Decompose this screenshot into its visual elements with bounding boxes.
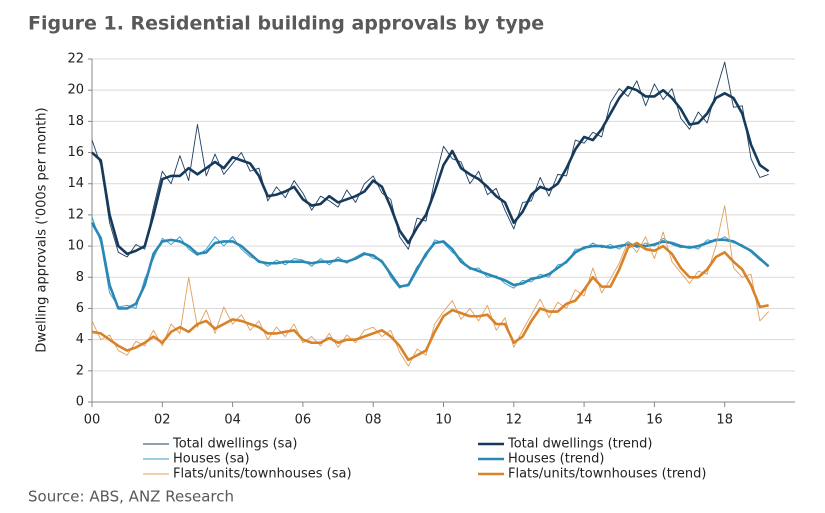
series-line [90,222,770,310]
y-tick-label: 22 [67,52,84,67]
series-line [91,216,769,309]
series-line [91,241,769,362]
y-tick-label: 2 [76,363,84,378]
x-tick-label: 08 [365,413,382,428]
series-line [91,61,769,258]
legend-label: Flats/units/townhouses (trend) [508,467,706,482]
y-tick-label: 18 [67,114,84,129]
legend-label: Total dwellings (trend) [507,437,652,452]
x-tick-label: 18 [716,413,733,428]
series-line [91,85,770,256]
x-tick-label: 02 [154,413,171,428]
legend-label: Total dwellings (sa) [172,437,298,452]
legend-label: Houses (trend) [508,452,604,467]
y-tick-label: 0 [76,395,84,410]
y-tick-label: 16 [67,145,84,160]
x-tick-label: 00 [84,413,101,428]
x-tick-label: 04 [224,413,241,428]
y-tick-label: 4 [76,332,84,347]
y-tick-label: 14 [67,176,84,191]
x-tick-label: 10 [435,413,452,428]
x-tick-label: 16 [646,413,663,428]
legend-label: Flats/units/townhouses (sa) [173,467,352,482]
y-tick-label: 8 [76,270,84,285]
y-tick-label: 6 [76,301,84,316]
y-tick-label: 10 [67,239,84,254]
x-tick-label: 12 [506,413,523,428]
y-tick-label: 20 [67,83,84,98]
chart-title: Figure 1. Residential building approvals… [28,13,544,35]
y-axis-label: Dwelling approvals ('000s per month) [35,107,50,352]
y-tick-label: 12 [67,207,84,222]
source: Source: ABS, ANZ Research [28,488,234,506]
x-tick-label: 14 [576,413,593,428]
x-tick-label: 06 [295,413,312,428]
legend-label: Houses (sa) [173,452,250,467]
